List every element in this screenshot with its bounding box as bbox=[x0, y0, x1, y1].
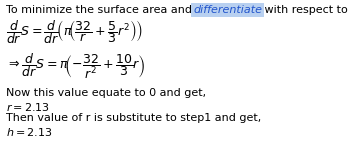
Text: $\dfrac{d}{dr}S = \dfrac{d}{dr}\!\left(\pi\!\left(\dfrac{32}{r} + \dfrac{5}{3}r^: $\dfrac{d}{dr}S = \dfrac{d}{dr}\!\left(\… bbox=[6, 18, 143, 46]
Text: $r = 2.13$: $r = 2.13$ bbox=[6, 101, 50, 113]
Text: with respect to r.: with respect to r. bbox=[261, 5, 350, 15]
Text: To minimize the surface area and: To minimize the surface area and bbox=[6, 5, 196, 15]
Text: Now this value equate to 0 and get,: Now this value equate to 0 and get, bbox=[6, 88, 206, 98]
Text: Then value of r is substitute to step1 and get,: Then value of r is substitute to step1 a… bbox=[6, 113, 261, 123]
Text: differentiate: differentiate bbox=[193, 5, 262, 15]
Text: $\Rightarrow \dfrac{d}{dr}S = \pi\!\left(-\dfrac{32}{r^2} + \dfrac{10}{3}r\right: $\Rightarrow \dfrac{d}{dr}S = \pi\!\left… bbox=[6, 52, 146, 81]
Text: $h = 2.13$: $h = 2.13$ bbox=[6, 126, 53, 138]
